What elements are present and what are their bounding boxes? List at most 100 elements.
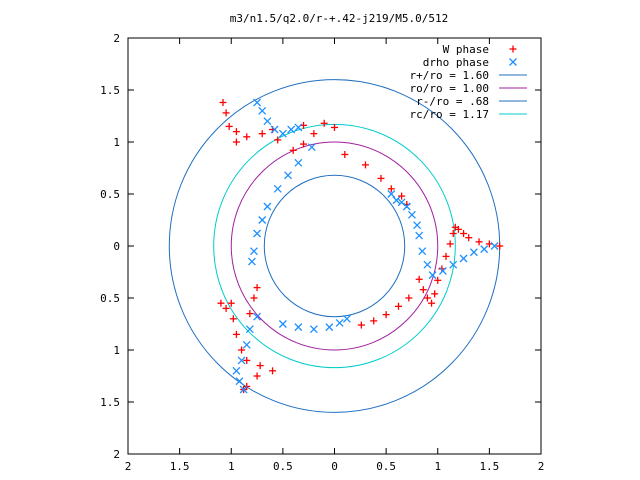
data-point	[395, 302, 403, 310]
data-point	[460, 230, 468, 238]
data-point	[370, 317, 378, 325]
data-point	[415, 275, 423, 283]
y-tick-label: 0.5	[100, 292, 120, 305]
data-point	[341, 150, 349, 158]
x-tick-label: 2	[125, 460, 132, 473]
data-point	[278, 129, 287, 138]
y-tick-label: 0	[113, 240, 120, 253]
data-point	[419, 286, 427, 294]
data-point	[438, 267, 447, 275]
data-point	[413, 221, 422, 230]
data-point	[256, 362, 264, 370]
y-tick-label: 0.5	[100, 188, 120, 201]
data-point	[475, 238, 483, 246]
series-w-phase	[217, 98, 504, 394]
data-point	[232, 330, 240, 338]
data-point	[222, 304, 230, 312]
data-point	[245, 325, 254, 334]
data-point	[469, 248, 478, 257]
circle-rcro	[213, 123, 456, 369]
data-point	[335, 319, 344, 327]
data-point	[446, 240, 454, 248]
data-point	[402, 202, 411, 211]
data-point	[242, 340, 251, 349]
data-point	[258, 216, 267, 224]
data-point	[387, 190, 396, 198]
circle-roro	[230, 141, 439, 351]
x-tick-label: 0	[331, 460, 338, 473]
data-point	[465, 234, 473, 242]
data-point	[250, 294, 258, 302]
data-point	[287, 125, 296, 134]
data-point	[331, 123, 338, 131]
data-point	[253, 312, 262, 321]
data-point	[253, 372, 261, 380]
legend-label: r+/ro = 1.60	[410, 69, 489, 82]
data-point	[496, 242, 504, 250]
legend-label: W phase	[443, 43, 489, 56]
x-tick-label: 1	[228, 460, 235, 473]
data-point	[423, 294, 431, 302]
data-point	[222, 109, 230, 117]
data-point	[361, 161, 369, 169]
legend-label: r-/ro = .68	[416, 95, 489, 108]
data-point	[407, 210, 416, 219]
data-point	[273, 184, 282, 193]
data-point	[418, 247, 427, 256]
data-point	[310, 130, 318, 138]
data-point	[449, 230, 457, 238]
data-point	[320, 119, 328, 127]
data-point	[258, 130, 266, 138]
data-point	[480, 245, 489, 254]
y-tick-label: 2	[113, 32, 120, 45]
data-point	[325, 323, 334, 332]
data-point	[382, 311, 390, 319]
data-point	[232, 128, 240, 136]
y-tick-label: 1.5	[100, 396, 120, 409]
data-point	[219, 98, 227, 106]
data-point	[239, 385, 248, 394]
x-tick-label: 1.5	[170, 460, 190, 473]
data-point	[243, 356, 251, 364]
y-tick-label: 2	[113, 448, 120, 461]
data-point	[294, 158, 303, 167]
data-point	[294, 323, 303, 332]
data-point	[263, 117, 272, 126]
data-point	[405, 294, 413, 302]
data-point	[258, 106, 267, 115]
data-point	[225, 122, 233, 130]
data-point	[377, 174, 385, 182]
data-point	[449, 260, 458, 269]
data-point	[459, 254, 468, 263]
data-point	[309, 325, 318, 334]
data-point	[294, 123, 303, 132]
x-tick-label: 1.5	[479, 460, 499, 473]
data-point	[253, 98, 262, 107]
series-drho-phase	[232, 98, 499, 394]
data-point	[253, 284, 261, 292]
legend-marker	[509, 45, 517, 53]
data-point	[428, 299, 436, 307]
data-point	[307, 143, 316, 152]
data-point	[235, 377, 244, 386]
data-point	[217, 299, 225, 307]
legend-label: ro/ro = 1.00	[410, 82, 489, 95]
data-point	[269, 367, 277, 375]
data-point	[263, 202, 272, 211]
data-point	[434, 276, 442, 284]
data-point	[270, 125, 279, 134]
data-points	[217, 98, 504, 394]
data-point	[232, 138, 240, 146]
data-point	[278, 320, 287, 328]
legend-label: drho phase	[423, 56, 489, 69]
data-point	[237, 356, 246, 365]
y-tick-label: 1.5	[100, 84, 120, 97]
x-tick-label: 1	[434, 460, 441, 473]
x-tick-label: 0.5	[376, 460, 396, 473]
chart-title: m3/n1.5/q2.0/r-+.42-j219/M5.0/512	[230, 12, 449, 25]
data-point	[232, 366, 241, 375]
data-point	[398, 192, 406, 200]
